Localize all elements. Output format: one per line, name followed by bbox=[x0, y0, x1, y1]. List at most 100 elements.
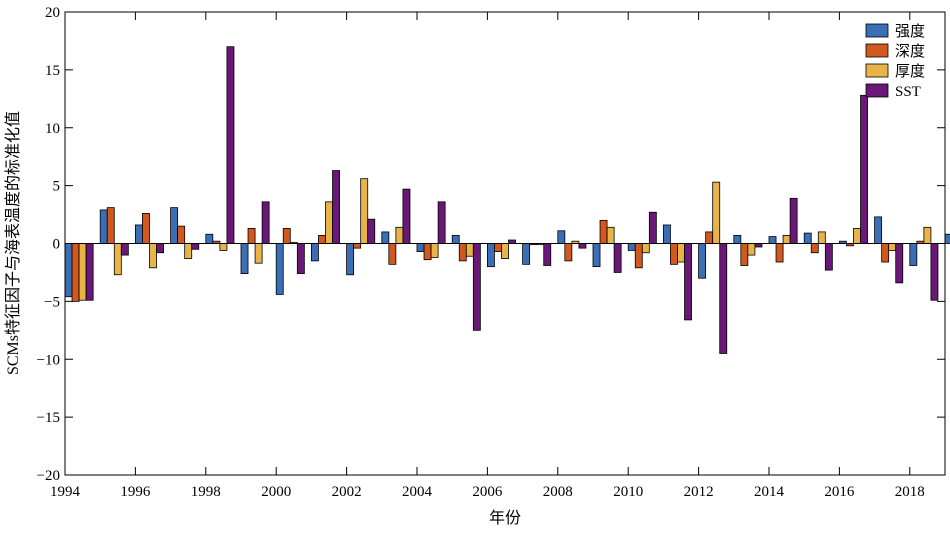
bar-厚度-2001 bbox=[325, 201, 333, 244]
bar-厚度-2018 bbox=[923, 226, 932, 244]
x-tick-label: 2008 bbox=[543, 484, 573, 500]
bar-深度-1999 bbox=[247, 228, 256, 244]
bar-SST-1999 bbox=[261, 201, 270, 244]
x-tick-label: 1996 bbox=[120, 484, 151, 500]
bar-SST-2013 bbox=[754, 243, 763, 248]
bar-SST-2001 bbox=[332, 170, 340, 244]
bar-强度-2018 bbox=[909, 243, 918, 266]
bar-厚度-2017 bbox=[888, 243, 897, 251]
bar-深度-2006 bbox=[494, 243, 502, 253]
bar-SST-2012 bbox=[719, 243, 728, 354]
bar-深度-2011 bbox=[670, 243, 678, 265]
bar-强度-1996 bbox=[134, 224, 143, 244]
bar-强度-2004 bbox=[416, 243, 425, 253]
bar-强度-1998 bbox=[205, 233, 214, 244]
bar-厚度-2016 bbox=[853, 228, 861, 244]
bar-厚度-2005 bbox=[465, 243, 474, 257]
bar-深度-2002 bbox=[353, 243, 362, 249]
ticks-layer: 1994 1996 1998 2000 2002 2004 2006 2008 2010 2012… bbox=[37, 5, 945, 500]
bar-深度-2017 bbox=[881, 243, 890, 263]
legend-label: 强度 bbox=[895, 23, 925, 40]
y-tick-label: −5 bbox=[44, 294, 60, 310]
bar-厚度-2010 bbox=[641, 243, 650, 254]
bar-强度-1995 bbox=[99, 209, 108, 244]
bar-强度-2013 bbox=[733, 234, 742, 244]
legend-label: 厚度 bbox=[895, 63, 925, 80]
bar-SST-2008 bbox=[578, 243, 587, 249]
x-tick-label: 2004 bbox=[402, 484, 433, 500]
bar-SST-2014 bbox=[789, 197, 798, 244]
y-tick-label: −15 bbox=[37, 410, 60, 426]
bar-强度-1997 bbox=[170, 207, 179, 244]
bar-SST-2011 bbox=[684, 243, 692, 321]
x-tick-label: 2014 bbox=[754, 484, 785, 500]
bar-深度-2003 bbox=[388, 243, 397, 265]
x-tick-label: 1994 bbox=[50, 484, 81, 500]
legend-swatch-强度 bbox=[865, 23, 889, 38]
y-tick-label: 0 bbox=[53, 237, 61, 253]
bar-厚度-1999 bbox=[254, 243, 263, 264]
bar-强度-2002 bbox=[346, 243, 355, 276]
bar-SST-2009 bbox=[613, 243, 622, 273]
bar-厚度-2014 bbox=[782, 234, 791, 244]
bar-SST-1996 bbox=[156, 243, 164, 254]
x-tick-label: 2000 bbox=[261, 484, 291, 500]
bar-厚度-2012 bbox=[712, 181, 721, 244]
bar-强度-2010 bbox=[627, 243, 636, 251]
bar-深度-2000 bbox=[282, 228, 291, 244]
bar-强度-2014 bbox=[768, 236, 777, 244]
bar-厚度-2002 bbox=[360, 178, 369, 244]
bar-厚度-2011 bbox=[677, 243, 685, 263]
bar-厚度-2009 bbox=[606, 226, 615, 244]
bar-SST-2006 bbox=[508, 239, 516, 244]
bar-深度-2013 bbox=[740, 243, 749, 266]
x-tick-label: 2012 bbox=[684, 484, 714, 500]
bar-深度-1994 bbox=[71, 243, 80, 302]
bar-强度-2015 bbox=[803, 232, 812, 244]
bar-强度-1994 bbox=[64, 243, 73, 298]
bar-深度-2005 bbox=[458, 243, 467, 262]
bar-厚度-1994 bbox=[78, 243, 87, 301]
y-tick-label: −10 bbox=[37, 352, 60, 368]
legend-swatch-深度 bbox=[865, 43, 889, 58]
bar-深度-1995 bbox=[106, 207, 115, 244]
bar-SST-2010 bbox=[648, 211, 657, 244]
y-tick-label: −20 bbox=[37, 468, 60, 484]
bar-强度-2000 bbox=[275, 243, 284, 295]
bar-深度-2014 bbox=[775, 243, 784, 263]
bar-强度-2006 bbox=[486, 243, 495, 268]
bar-SST-2018 bbox=[930, 243, 939, 301]
bar-厚度-1997 bbox=[184, 243, 193, 259]
y-axis-title: SCMs特征因子与海表温度的标准化值 bbox=[4, 111, 22, 375]
bar-SST-2004 bbox=[437, 201, 446, 244]
bar-强度-2017 bbox=[874, 216, 883, 244]
bar-强度-2011 bbox=[663, 224, 671, 244]
bar-强度-2012 bbox=[698, 243, 707, 279]
legend-swatch-SST bbox=[865, 83, 889, 98]
bar-SST-1997 bbox=[191, 243, 200, 250]
bar-SST-1995 bbox=[120, 243, 129, 256]
x-tick-label: 2006 bbox=[472, 484, 503, 500]
bar-强度-2003 bbox=[381, 231, 390, 244]
bar-厚度-2013 bbox=[747, 243, 756, 256]
bar-强度-2001 bbox=[310, 243, 319, 262]
bar-厚度-2004 bbox=[430, 243, 439, 258]
x-tick-label: 1998 bbox=[191, 484, 221, 500]
bar-SST-2007 bbox=[543, 243, 552, 266]
bar-深度-1996 bbox=[142, 212, 150, 244]
legend-label: SST bbox=[895, 84, 921, 100]
x-tick-label: 2002 bbox=[332, 484, 362, 500]
bar-厚度-1996 bbox=[149, 243, 157, 269]
bar-强度-2008 bbox=[557, 230, 566, 244]
y-tick-label: 5 bbox=[53, 179, 61, 195]
bar-强度-1999 bbox=[240, 243, 249, 275]
bar-强度-2007 bbox=[522, 243, 531, 265]
bar-深度-2012 bbox=[705, 231, 714, 244]
bar-深度-2001 bbox=[318, 234, 326, 244]
bar-厚度-1995 bbox=[113, 243, 122, 276]
legend-label: 深度 bbox=[895, 43, 925, 60]
bar-SST-2017 bbox=[895, 243, 904, 284]
